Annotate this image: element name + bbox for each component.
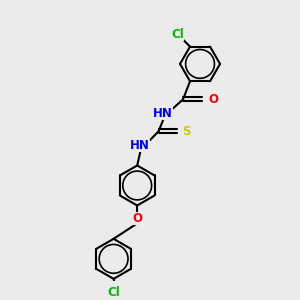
Text: HN: HN xyxy=(153,107,173,120)
Text: Cl: Cl xyxy=(171,28,184,40)
Text: S: S xyxy=(182,125,191,138)
Text: Cl: Cl xyxy=(107,286,120,299)
Text: O: O xyxy=(208,93,218,106)
Text: O: O xyxy=(132,212,142,225)
Text: HN: HN xyxy=(130,139,150,152)
